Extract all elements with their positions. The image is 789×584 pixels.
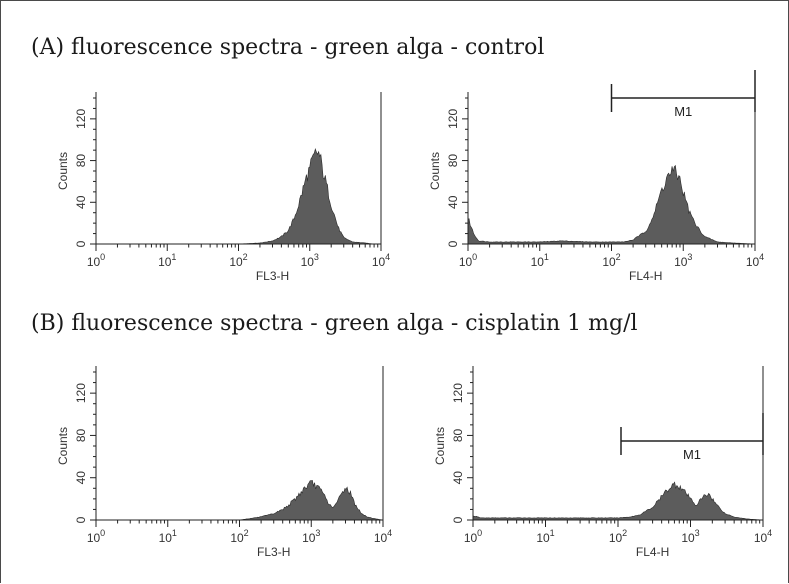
x-tick-label: 101: [531, 252, 549, 269]
x-tick-label: 102: [609, 528, 627, 545]
section-b-title: (B) fluorescence spectra - green alga - …: [31, 311, 638, 336]
y-tick-label: 80: [74, 154, 88, 168]
y-tick-label: 120: [451, 383, 465, 403]
y-axis-label: Counts: [56, 152, 70, 190]
x-tick-label: 100: [459, 252, 477, 269]
x-tick-label: 103: [301, 252, 319, 269]
x-tick-label: 104: [374, 528, 392, 545]
x-tick-label: 101: [536, 528, 554, 545]
y-axis-label: Counts: [428, 152, 442, 190]
section-a-title: (A) fluorescence spectra - green alga - …: [31, 35, 545, 60]
y-tick-label: 40: [446, 195, 460, 209]
y-tick-label: 40: [74, 471, 88, 485]
x-tick-label: 104: [746, 252, 764, 269]
y-axis-label: Counts: [433, 427, 447, 465]
y-axis-label: Counts: [56, 427, 70, 465]
x-tick-label: 103: [681, 528, 699, 545]
x-axis-label: FL4-H: [636, 545, 669, 559]
x-tick-label: 102: [230, 528, 248, 545]
histogram-area: [467, 164, 756, 245]
y-tick-label: 80: [451, 428, 465, 442]
x-tick-label: 102: [229, 252, 247, 269]
x-tick-label: 100: [87, 528, 105, 545]
histogram-area: [472, 481, 764, 521]
gate-label: M1: [683, 447, 701, 462]
x-tick-label: 104: [372, 252, 390, 269]
x-tick-label: 100: [87, 252, 105, 269]
y-tick-label: 40: [74, 195, 88, 209]
y-tick-label: 80: [74, 428, 88, 442]
y-tick-label: 40: [451, 471, 465, 485]
x-tick-label: 100: [464, 528, 482, 545]
x-tick-label: 102: [602, 252, 620, 269]
x-tick-label: 104: [754, 528, 772, 545]
x-tick-label: 103: [674, 252, 692, 269]
y-tick-label: 120: [74, 383, 88, 403]
x-tick-label: 101: [158, 252, 176, 269]
x-axis-label: FL3-H: [256, 269, 289, 283]
y-tick-label: 0: [74, 516, 88, 523]
y-tick-label: 120: [74, 109, 88, 129]
x-axis-label: FL4-H: [629, 269, 662, 283]
y-tick-label: 0: [451, 516, 465, 523]
gate-label: M1: [674, 104, 692, 119]
y-tick-label: 0: [74, 240, 88, 247]
y-tick-label: 120: [446, 109, 460, 129]
x-tick-label: 101: [159, 528, 177, 545]
x-axis-label: FL3-H: [257, 545, 290, 559]
y-tick-label: 0: [446, 240, 460, 247]
x-tick-label: 103: [302, 528, 320, 545]
y-tick-label: 80: [446, 154, 460, 168]
